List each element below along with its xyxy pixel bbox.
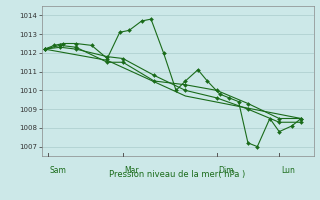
Text: Lun: Lun: [281, 166, 295, 175]
Text: Mar: Mar: [124, 166, 139, 175]
X-axis label: Pression niveau de la mer( hPa ): Pression niveau de la mer( hPa ): [109, 170, 246, 179]
Text: Sam: Sam: [49, 166, 66, 175]
Text: Dim: Dim: [218, 166, 234, 175]
